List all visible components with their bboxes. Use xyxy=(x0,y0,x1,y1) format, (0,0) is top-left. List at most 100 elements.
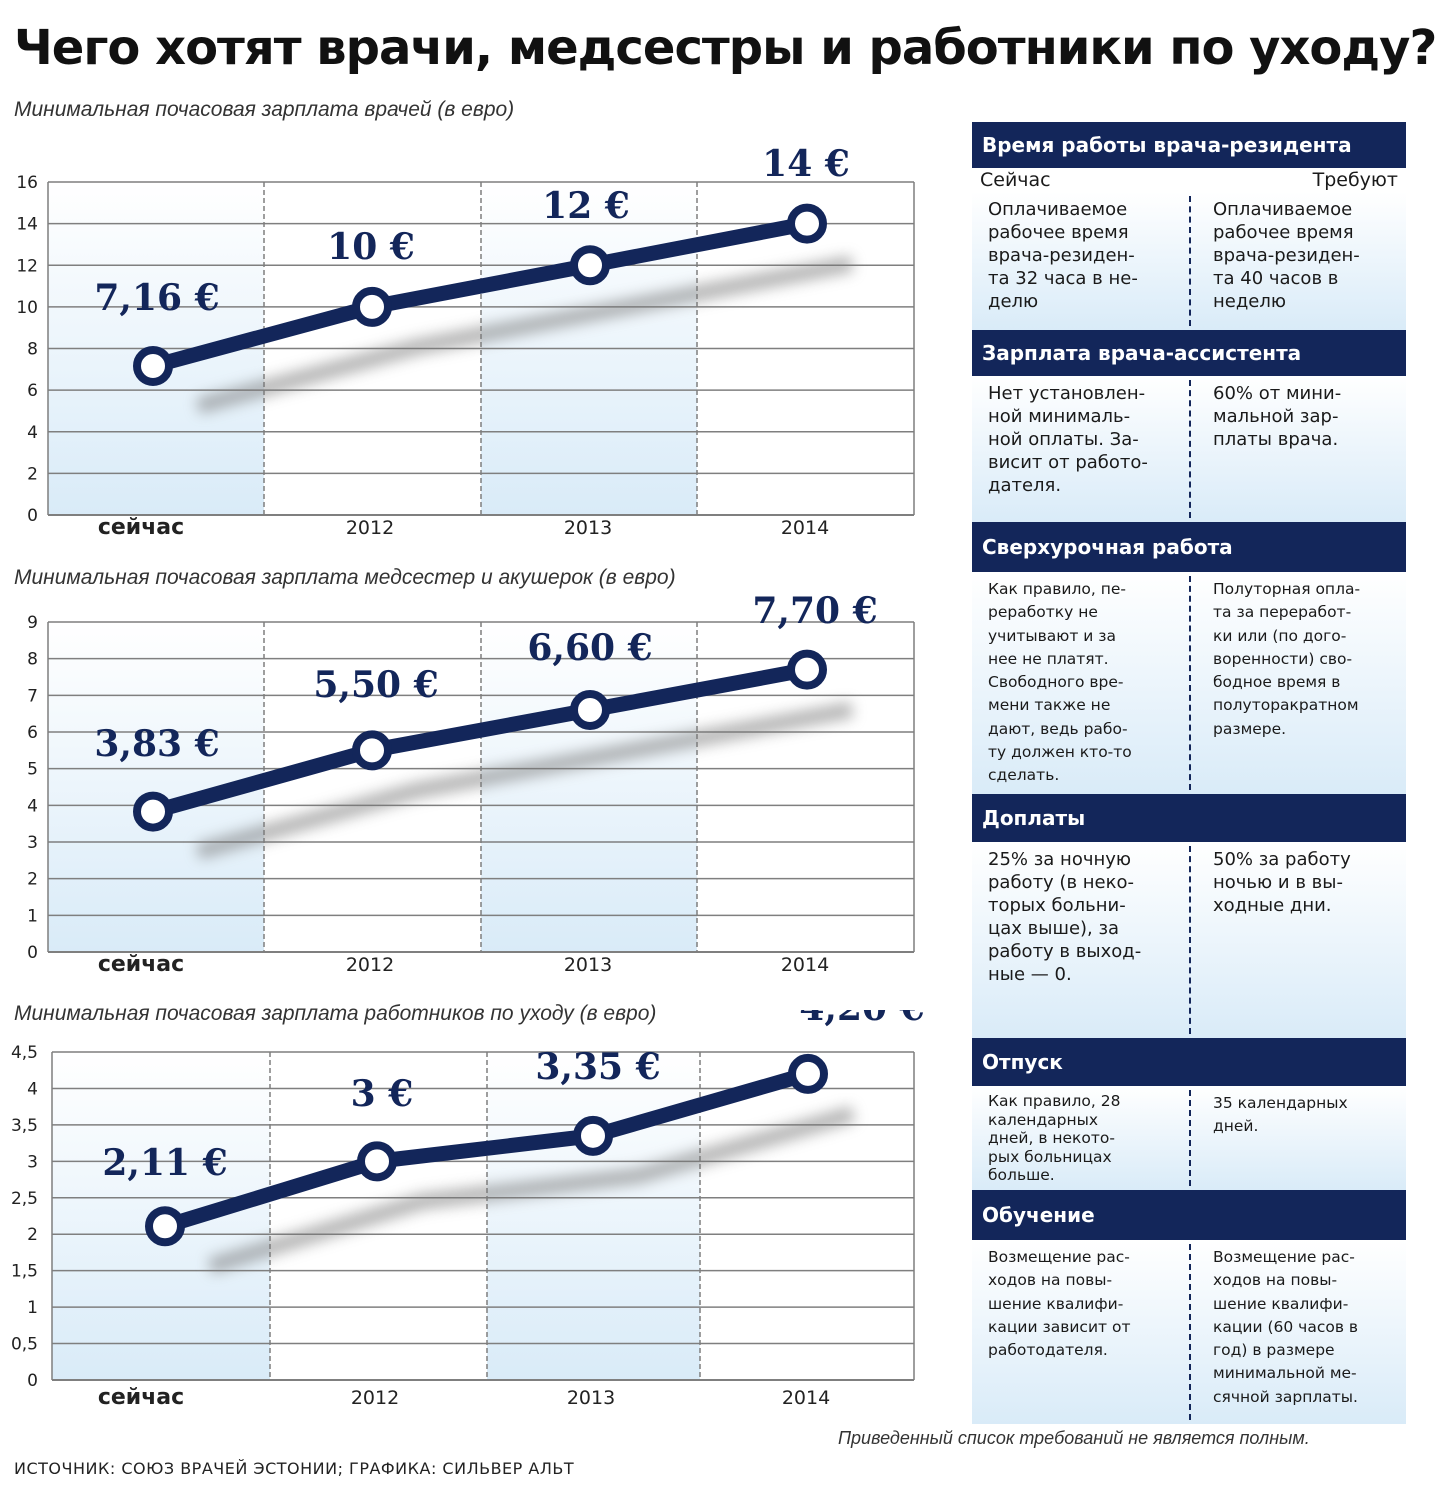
source-credit: ИСТОЧНИК: СОЮЗ ВРАЧЕЙ ЭСТОНИИ; ГРАФИКА: … xyxy=(14,1459,575,1478)
y-tick-label: 2,5 xyxy=(11,1189,38,1209)
y-tick-label: 6 xyxy=(27,381,38,401)
y-tick-label: 9 xyxy=(27,613,38,633)
data-label: 5,50 € xyxy=(313,664,438,706)
column-headers: Сейчас Требуют xyxy=(972,168,1406,192)
page-title: Чего хотят врачи, медсестры и работники … xyxy=(14,20,1437,76)
data-point xyxy=(788,1053,828,1094)
chart-caregivers: 0 0,5 1 1,5 2 2,5 3 3,5 4 4,5 сейчас 2012 2013 2014 2,… xyxy=(11,1010,925,1410)
shaded-column xyxy=(481,622,697,952)
y-tick-label: 4 xyxy=(27,423,38,443)
y-tick-label: 0 xyxy=(27,1371,38,1391)
data-label: 3 € xyxy=(351,1073,414,1115)
demand-text: Возмещение рас- ходов на повы- шение ква… xyxy=(1189,1240,1406,1424)
y-tick-label: 3,5 xyxy=(11,1116,38,1136)
x-category-label: сейчас xyxy=(98,1385,184,1410)
line-shadow xyxy=(195,701,854,860)
x-category-label: 2012 xyxy=(346,517,394,539)
demand-text: 60% от мини- мальной зар- платы врача. xyxy=(1189,376,1406,522)
y-tick-label: 0 xyxy=(27,943,38,963)
y-tick-label: 4,5 xyxy=(11,1043,38,1063)
y-tick-label: 0 xyxy=(27,506,38,526)
section-title: Время работы врача-резидента xyxy=(972,122,1406,168)
y-tick-label: 5 xyxy=(27,760,38,780)
data-point xyxy=(352,286,392,327)
y-tick-label: 2 xyxy=(27,1225,38,1245)
data-label: 7,16 € xyxy=(94,277,219,319)
demand-text: 50% за работу ночью и в вы- ходные дни. xyxy=(1189,842,1406,1038)
now-text: Нет установлен- ной минималь- ной оплаты… xyxy=(972,376,1189,522)
section-body: Нет установлен- ной минималь- ной оплаты… xyxy=(972,376,1406,522)
y-tick-label: 12 xyxy=(16,256,38,276)
line-shadow xyxy=(207,1106,856,1274)
section-body: 25% за ночную работу (в неко- торых боль… xyxy=(972,842,1406,1038)
data-point xyxy=(573,1115,613,1156)
now-text: Оплачиваемое рабочее время врача-резиден… xyxy=(972,192,1189,330)
data-point xyxy=(145,1206,185,1247)
section-body: Как правило, пе- реработку не учитывают … xyxy=(972,572,1406,794)
y-tick-label: 2 xyxy=(27,870,38,890)
x-category-label: 2013 xyxy=(567,1387,615,1409)
data-point xyxy=(787,203,827,244)
section-title: Сверхурочная работа xyxy=(972,522,1406,572)
section-body: Как правило, 28 календарных дней, в неко… xyxy=(972,1086,1406,1190)
now-text: 25% за ночную работу (в неко- торых боль… xyxy=(972,842,1189,1038)
data-point xyxy=(357,1141,397,1182)
demand-text: Оплачиваемое рабочее время врача-резиден… xyxy=(1189,192,1406,330)
x-category-label: 2014 xyxy=(781,954,829,976)
data-label: 12 € xyxy=(542,185,630,227)
x-category-label: 2013 xyxy=(564,954,612,976)
section-title: Обучение xyxy=(972,1190,1406,1240)
section-body: Оплачиваемое рабочее время врача-резиден… xyxy=(972,192,1406,330)
shaded-column xyxy=(487,1052,700,1380)
y-tick-label: 4 xyxy=(27,1079,38,1099)
section-title: Зарплата врача-ассистента xyxy=(972,330,1406,376)
data-label: 7,70 € xyxy=(752,590,877,632)
y-tick-label: 0,5 xyxy=(11,1335,38,1355)
chart-nurses: 0 1 2 3 4 5 6 7 8 9 сейчас 2012 2013 2014 3,83 € 5,50 €… xyxy=(27,590,915,977)
series-line xyxy=(151,216,809,374)
now-text: Как правило, 28 календарных дней, в неко… xyxy=(972,1086,1189,1190)
y-tick-label: 3 xyxy=(27,1152,38,1172)
data-point xyxy=(352,730,392,771)
data-point xyxy=(570,245,610,286)
line-shadow xyxy=(195,255,854,414)
data-point xyxy=(133,345,173,386)
x-category-label: 2014 xyxy=(782,1387,830,1409)
y-tick-label: 2 xyxy=(27,464,38,484)
series-line xyxy=(150,662,809,819)
data-label: 2,11 € xyxy=(102,1142,227,1184)
data-label: 3,83 € xyxy=(94,723,219,765)
header-now: Сейчас xyxy=(980,169,1051,191)
demand-text: Полуторная опла- та за переработ- ки или… xyxy=(1189,572,1406,794)
chart-title-doctors: Минимальная почасовая зарплата врачей (в… xyxy=(14,98,515,121)
y-tick-label: 16 xyxy=(16,173,38,193)
x-category-label: 2013 xyxy=(564,517,612,539)
header-demand: Требуют xyxy=(1312,169,1398,191)
section-title: Отпуск xyxy=(972,1038,1406,1086)
y-tick-label: 4 xyxy=(27,796,38,816)
x-category-label: 2012 xyxy=(351,1387,399,1409)
chart-title-nurses: Минимальная почасовая зарплата медсестер… xyxy=(14,566,676,589)
x-category-label: сейчас xyxy=(98,952,184,977)
data-label: 4,20 € xyxy=(799,1010,924,1029)
now-text: Как правило, пе- реработку не учитывают … xyxy=(972,572,1189,794)
y-tick-label: 1,5 xyxy=(11,1262,38,1282)
data-label: 14 € xyxy=(762,143,850,185)
y-tick-label: 8 xyxy=(27,650,38,670)
y-tick-label: 7 xyxy=(27,686,38,706)
data-label: 6,60 € xyxy=(527,627,652,669)
footnote: Приведенный список требований не являетс… xyxy=(838,1428,1310,1448)
data-label: 10 € xyxy=(327,226,415,268)
x-category-label: сейчас xyxy=(98,515,184,540)
data-point xyxy=(787,649,827,690)
y-tick-label: 10 xyxy=(16,298,38,318)
section-title: Доплаты xyxy=(972,794,1406,842)
section-body: Возмещение рас- ходов на повы- шение ква… xyxy=(972,1240,1406,1424)
y-tick-label: 3 xyxy=(27,833,38,853)
x-category-label: 2012 xyxy=(346,954,394,976)
series-line xyxy=(162,1066,811,1234)
y-tick-label: 14 xyxy=(16,215,38,235)
demand-text: 35 календарных дней. xyxy=(1189,1086,1406,1190)
chart-doctors: 0 2 4 6 8 10 12 14 16 сейчас 2012 2013 2014 7,16 € 10 … xyxy=(16,143,915,540)
chart-title-caregivers: Минимальная почасовая зарплата работнико… xyxy=(14,1002,657,1025)
